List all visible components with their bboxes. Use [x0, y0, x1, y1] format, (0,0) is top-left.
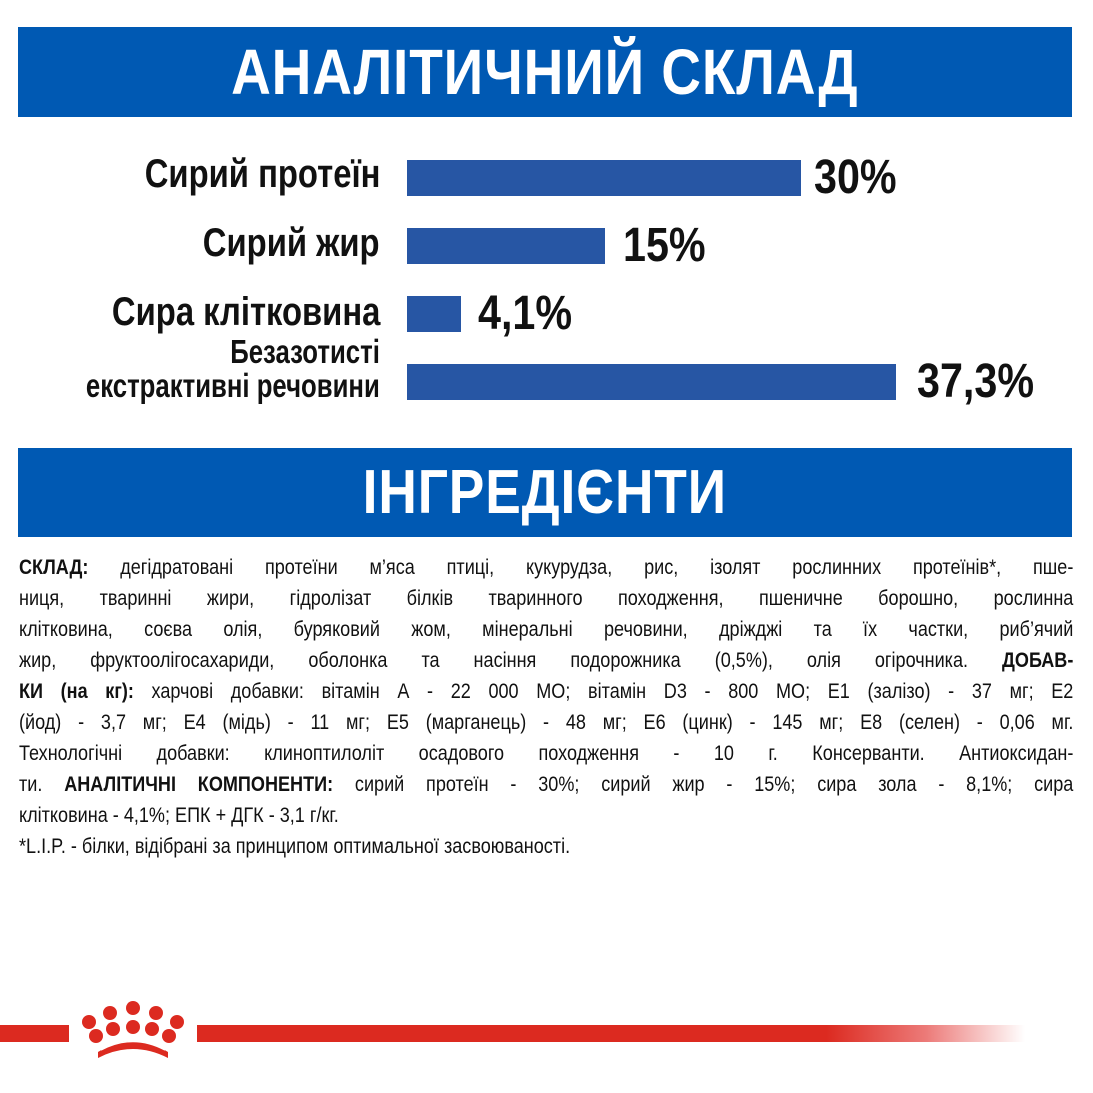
- row-label-protein: Сирий протеїн: [144, 152, 380, 196]
- ingredients-line: Технологічні добавки: клиноптилоліт осад…: [19, 742, 1074, 765]
- bar-fat: [407, 228, 605, 264]
- bar-protein: [407, 160, 801, 196]
- row-label-fat: Сирий жир: [203, 221, 380, 265]
- value-nfe: 37,3%: [917, 355, 1035, 408]
- value-protein: 30%: [814, 151, 897, 204]
- row-label-nfe-line2: екстрактивні речовини: [86, 367, 380, 404]
- footnote-line: *L.I.P. - білки, відібрані за принципом …: [19, 835, 571, 858]
- brand-line-right: [197, 1025, 1025, 1042]
- value-fiber: 4,1%: [478, 287, 573, 340]
- ingredients-line: (йод) - 3,7 мг; Е4 (мідь) - 11 мг; Е5 (м…: [19, 711, 1074, 734]
- additives-label-part1: ДОБАВ-: [1002, 649, 1074, 672]
- bar-fiber: [407, 296, 461, 332]
- ingredients-title: ІНГРЕДІЄНТИ: [362, 458, 728, 527]
- value-fat: 15%: [623, 219, 706, 272]
- ingredients-line: клітковина - 4,1%; ЕПК + ДГК - 3,1 г/кг.: [19, 804, 339, 827]
- ingredients-banner: ІНГРЕДІЄНТИ: [18, 448, 1072, 537]
- analytical-composition-title: АНАЛІТИЧНИЙ СКЛАД: [231, 36, 859, 108]
- ingredients-line: ниця, тваринні жири, гідролізат білків т…: [19, 587, 1074, 610]
- ingredients-line: жир, фруктоолігосахариди, оболонка та на…: [19, 649, 1074, 672]
- ingredients-line: СКЛАД: дегідратовані протеїни м’яса птиц…: [19, 556, 1074, 579]
- analytical-components-label: АНАЛІТИЧНІ КОМПОНЕНТИ:: [64, 773, 334, 796]
- composition-label: СКЛАД:: [19, 556, 89, 579]
- brand-line-left: [0, 1025, 69, 1042]
- ingredients-line: КИ (на кг): харчові добавки: вітамін А -…: [19, 680, 1074, 703]
- analytical-composition-banner: АНАЛІТИЧНИЙ СКЛАД: [18, 27, 1072, 117]
- row-label-fiber: Сира клітковина: [111, 290, 380, 334]
- bar-nfe: [407, 364, 896, 400]
- crown-logo-icon: [82, 1001, 184, 1058]
- row-label-nfe-line1: Безазотисті: [230, 333, 380, 370]
- ingredients-line: ти. АНАЛІТИЧНІ КОМПОНЕНТИ: сирий протеїн…: [19, 773, 1074, 796]
- ingredients-line: клітковина, соєва олія, буряковий жом, м…: [19, 618, 1074, 641]
- additives-label-part2: КИ (на кг):: [19, 680, 134, 703]
- ingredients-text: СКЛАД: дегідратовані протеїни м’яса птиц…: [19, 552, 1074, 862]
